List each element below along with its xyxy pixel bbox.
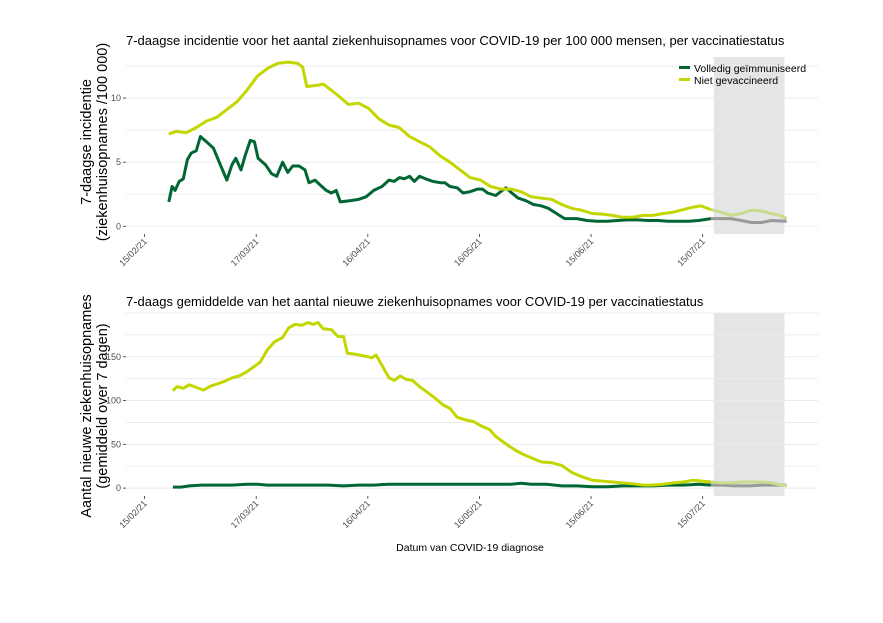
x-tick-label: 15/02/21 bbox=[117, 498, 149, 530]
legend-label-volledig: Volledig geïmmuniseerd bbox=[694, 63, 806, 75]
y-tick-label: 5 bbox=[116, 157, 121, 167]
x-axis-ticks: 15/02/21 17/03/21 16/04/21 16/05/21 15/06/21… bbox=[117, 496, 707, 530]
y-axis-label: 7-daagse incidentie bbox=[79, 79, 95, 205]
y-tick-label: 50 bbox=[111, 439, 121, 449]
chart-title: 7-daagse incidentie voor het aantal ziek… bbox=[126, 33, 785, 48]
x-tick-label: 16/05/21 bbox=[452, 236, 484, 268]
admissions-chart: 0 50 100 150 15/02/21 17/03/21 16/04/21 16/05/… bbox=[79, 294, 818, 554]
series-layer bbox=[167, 60, 788, 224]
x-tick-label: 15/07/21 bbox=[675, 498, 707, 530]
y-axis-label: Aantal nieuwe ziekenhuisopnames bbox=[79, 294, 95, 517]
series-line-incomplete-niet-gevaccineerd bbox=[710, 480, 787, 488]
y-tick-label: 0 bbox=[116, 221, 121, 231]
y-tick-label: 150 bbox=[106, 352, 121, 362]
x-tick-label: 15/06/21 bbox=[564, 498, 596, 530]
series-line-incomplete-volledig-geimmuniseerd bbox=[710, 217, 787, 224]
series-line-volledig-geimmuniseerd bbox=[167, 135, 712, 223]
x-axis-ticks: 15/02/21 17/03/21 16/04/21 16/05/21 15/06/21… bbox=[117, 234, 707, 268]
series-line-volledig-geimmuniseerd bbox=[172, 481, 712, 489]
series-line-niet-gevaccineerd bbox=[171, 321, 712, 487]
y-tick-label: 100 bbox=[106, 396, 121, 406]
chart-title: 7-daags gemiddelde van het aantal nieuwe… bbox=[126, 294, 704, 309]
legend: Volledig geïmmuniseerd Niet gevaccineerd bbox=[679, 63, 806, 87]
x-tick-label: 15/06/21 bbox=[564, 236, 596, 268]
y-tick-label: 10 bbox=[111, 93, 121, 103]
x-tick-label: 16/04/21 bbox=[340, 236, 372, 268]
y-tick-label: 0 bbox=[116, 483, 121, 493]
y-axis-label-line2: (ziekenhuisopnames /100 000) bbox=[95, 43, 111, 241]
series-layer bbox=[171, 321, 787, 489]
incomplete-data-shading bbox=[713, 313, 785, 496]
x-tick-label: 16/04/21 bbox=[340, 498, 372, 530]
y-axis-ticks: 0 5 10 bbox=[111, 93, 126, 231]
x-tick-label: 15/02/21 bbox=[117, 236, 149, 268]
series-line-incomplete-volledig-geimmuniseerd bbox=[710, 483, 787, 488]
x-axis-label: Datum van COVID-19 diagnose bbox=[396, 542, 544, 554]
x-tick-label: 16/05/21 bbox=[452, 498, 484, 530]
x-tick-label: 17/03/21 bbox=[229, 236, 261, 268]
series-line-niet-gevaccineerd bbox=[168, 60, 712, 219]
series-line-incomplete-niet-gevaccineerd bbox=[710, 208, 788, 220]
legend-key-niet bbox=[679, 78, 690, 81]
gridlines bbox=[126, 312, 818, 489]
gridlines bbox=[126, 65, 818, 227]
y-axis-label-line2: (gemiddeld over 7 dagen) bbox=[95, 323, 111, 488]
y-axis-ticks: 0 50 100 150 bbox=[106, 352, 126, 493]
legend-key-volledig bbox=[679, 66, 690, 69]
x-tick-label: 17/03/21 bbox=[229, 498, 261, 530]
x-tick-label: 15/07/21 bbox=[675, 236, 707, 268]
incomplete-data-shading bbox=[713, 57, 785, 234]
legend-label-niet: Niet gevaccineerd bbox=[694, 75, 778, 87]
